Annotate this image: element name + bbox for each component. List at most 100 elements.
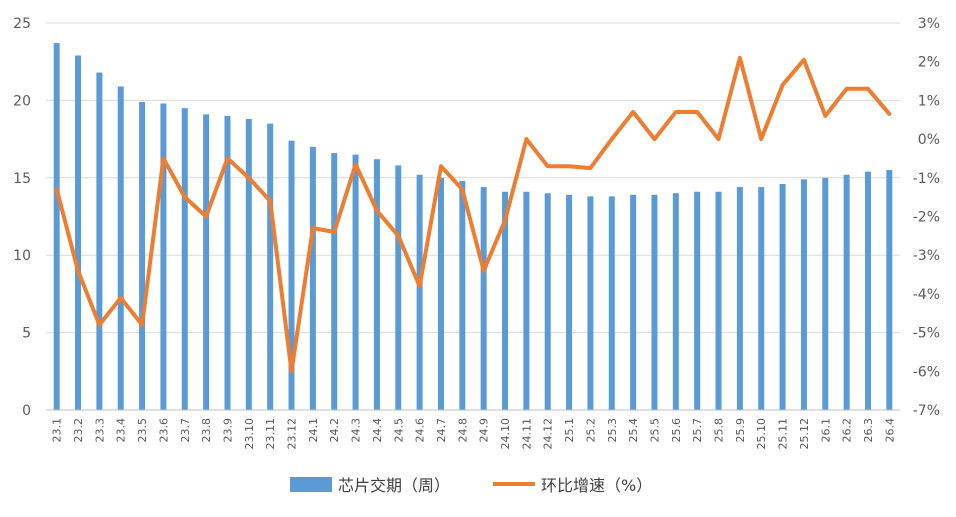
x-tick-label: 23.10 <box>243 418 256 450</box>
left-tick-label: 0 <box>22 403 31 419</box>
right-tick-label: -6% <box>913 364 940 380</box>
x-tick-label: 23.4 <box>115 418 128 443</box>
x-tick-label: 23.11 <box>264 418 277 450</box>
bar <box>715 191 722 410</box>
x-tick-label: 25.5 <box>648 418 661 443</box>
bar <box>672 193 679 410</box>
bar <box>288 140 295 410</box>
bar <box>373 159 380 410</box>
bar <box>203 114 210 410</box>
x-tick-label: 25.10 <box>755 418 768 450</box>
bar <box>822 177 829 410</box>
x-tick-label: 24.4 <box>371 418 384 443</box>
x-tick-label: 25.8 <box>713 418 726 443</box>
x-tick-label: 24.10 <box>499 418 512 450</box>
bar <box>544 193 551 410</box>
bar <box>309 146 316 410</box>
line-series <box>54 55 892 374</box>
bar <box>800 179 807 410</box>
x-tick-label: 25.3 <box>606 418 619 443</box>
x-tick-label: 24.5 <box>392 418 405 443</box>
x-tick-label: 25.1 <box>563 418 576 443</box>
right-tick-label: -7% <box>913 403 940 419</box>
legend: 芯片交期（周） 环比增速（%） <box>290 476 652 495</box>
bar <box>566 194 573 410</box>
left-tick-label: 20 <box>13 93 31 109</box>
x-tick-label: 23.3 <box>93 418 106 443</box>
x-tick-label: 25.11 <box>777 418 790 450</box>
bar <box>331 153 338 411</box>
x-tick-label: 24.1 <box>307 418 320 443</box>
x-tick-label: 24.3 <box>350 418 363 443</box>
x-tick-label: 23.8 <box>200 418 213 443</box>
gridlines <box>46 22 900 411</box>
x-tick-label: 26.4 <box>883 418 896 443</box>
x-tick-label: 26.1 <box>819 418 832 443</box>
right-tick-label: -4% <box>913 287 940 303</box>
bar <box>181 108 188 410</box>
bar <box>96 72 103 410</box>
bar <box>224 115 231 410</box>
bar <box>843 174 850 410</box>
bar <box>651 194 658 410</box>
bar <box>139 101 146 410</box>
bar <box>459 180 466 410</box>
bar <box>352 154 359 410</box>
bar <box>886 170 893 410</box>
x-tick-label: 23.6 <box>157 418 170 443</box>
bar <box>117 86 124 410</box>
x-tick-label: 26.3 <box>862 418 875 443</box>
bar <box>736 187 743 410</box>
right-tick-label: -1% <box>913 171 940 187</box>
right-tick-label: 0% <box>918 132 940 148</box>
x-tick-label: 25.9 <box>734 418 747 443</box>
x-tick-label: 24.12 <box>542 418 555 450</box>
legend-bar-label: 芯片交期（周） <box>338 476 450 495</box>
x-tick-label: 23.9 <box>221 418 234 443</box>
bar <box>53 43 60 411</box>
x-tick-label: 25.7 <box>691 418 704 443</box>
x-tick-label: 25.6 <box>670 418 683 443</box>
bar-series <box>53 43 893 411</box>
right-axis: -7% -6% -5% -4% -3% -2% -1% 0% 1% 2% 3% <box>913 16 940 419</box>
bar <box>608 196 615 410</box>
left-axis: 0 5 10 15 20 25 <box>13 16 31 419</box>
bar <box>480 187 487 410</box>
x-tick-label: 24.7 <box>435 418 448 443</box>
bar <box>587 196 594 410</box>
x-tick-label: 24.6 <box>414 418 427 443</box>
right-tick-label: -3% <box>913 248 940 264</box>
x-tick-label: 24.11 <box>520 418 533 450</box>
bar <box>160 103 167 410</box>
x-tick-label: 24.9 <box>478 418 491 443</box>
bar <box>630 194 637 410</box>
left-tick-label: 10 <box>13 248 31 264</box>
bar <box>416 174 423 410</box>
x-tick-label: 24.8 <box>456 418 469 443</box>
legend-bar-swatch <box>290 477 332 492</box>
left-tick-label: 5 <box>22 326 31 342</box>
growth-line <box>54 55 892 374</box>
bar <box>395 165 402 410</box>
bar <box>437 177 444 410</box>
bar <box>502 191 509 410</box>
left-tick-label: 25 <box>13 16 31 32</box>
x-tick-label: 25.2 <box>584 418 597 443</box>
bar <box>245 118 252 410</box>
x-tick-label: 25.12 <box>798 418 811 450</box>
right-tick-label: 3% <box>918 16 940 32</box>
x-tick-label: 26.2 <box>841 418 854 443</box>
right-tick-label: 1% <box>918 93 940 109</box>
bar <box>779 183 786 410</box>
bar <box>523 191 530 410</box>
right-tick-label: -5% <box>913 326 940 342</box>
x-tick-label: 23.12 <box>286 418 299 450</box>
left-tick-label: 15 <box>13 171 31 187</box>
bar <box>864 171 871 410</box>
bar <box>758 187 765 410</box>
x-tick-label: 23.1 <box>51 418 64 443</box>
x-axis: 23.1 23.2 23.3 23.4 23.5 23.6 23.7 23.8 23.9 23.1… <box>46 409 900 450</box>
x-tick-label: 25.4 <box>627 418 640 443</box>
x-tick-label: 24.2 <box>328 418 341 443</box>
